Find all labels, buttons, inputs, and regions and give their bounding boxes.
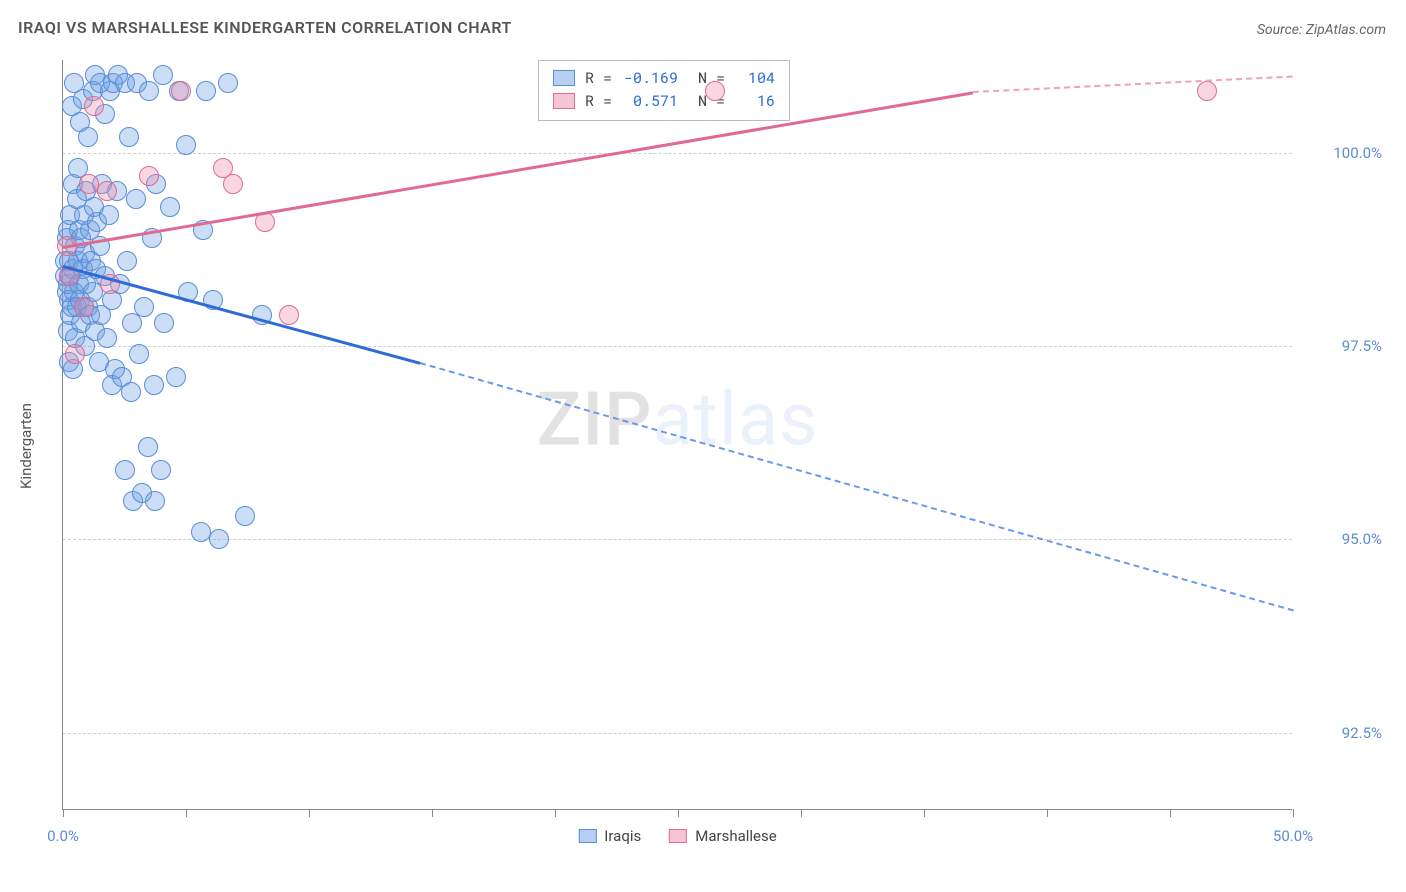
scatter-point-iraqis [138,437,158,457]
chart-container: IRAQI VS MARSHALLESE KINDERGARTEN CORREL… [0,0,1406,892]
legend-swatch-pink [553,93,575,109]
scatter-point-iraqis [160,197,180,217]
scatter-point-marshallese [65,344,85,364]
scatter-point-iraqis [166,367,186,387]
gridline-h [63,153,1292,154]
x-tick [801,809,802,817]
x-tick [432,809,433,817]
x-tick [1293,809,1294,817]
scatter-point-iraqis [196,81,216,101]
trend-line [63,265,420,365]
correlation-legend: R =-0.169N =104R =0.571N =16 [538,60,790,121]
gridline-h [63,346,1292,347]
legend-r-value: -0.169 [622,67,678,90]
scatter-point-iraqis [151,460,171,480]
legend-n-value: 104 [735,67,775,90]
scatter-point-marshallese [74,297,94,317]
x-tick-label: 0.0% [47,827,79,845]
scatter-point-marshallese [97,181,117,201]
x-tick [63,809,64,817]
legend-r-label: R = [585,90,612,113]
scatter-point-marshallese [171,81,191,101]
watermark-part2: atlas [652,376,818,463]
scatter-point-iraqis [144,375,164,395]
x-tick [924,809,925,817]
x-tick [186,809,187,817]
legend-swatch-blue [578,829,596,843]
legend-stat-row: R =-0.169N =104 [553,67,775,90]
scatter-point-iraqis [218,73,238,93]
series-legend-item: Marshallese [669,827,776,845]
scatter-point-marshallese [705,81,725,101]
source-attribution: Source: ZipAtlas.com [1257,22,1386,38]
scatter-point-marshallese [139,166,159,186]
legend-swatch-blue [553,70,575,86]
y-tick-label: 92.5% [1302,724,1382,742]
x-tick-label: 50.0% [1273,827,1313,845]
y-axis-label: Kindergarten [17,403,35,489]
scatter-point-iraqis [126,189,146,209]
scatter-point-marshallese [223,174,243,194]
scatter-point-iraqis [115,460,135,480]
legend-r-value: 0.571 [622,90,678,113]
scatter-point-iraqis [139,81,159,101]
watermark: ZIPatlas [537,376,819,463]
legend-swatch-pink [669,829,687,843]
x-tick [1047,809,1048,817]
legend-stat-row: R =0.571N =16 [553,90,775,113]
legend-r-label: R = [585,67,612,90]
series-legend-item: Iraqis [578,827,641,845]
trend-line [63,91,974,249]
scatter-point-iraqis [134,297,154,317]
trend-line [973,75,1293,92]
scatter-point-iraqis [153,65,173,85]
plot-area: ZIPatlas R =-0.169N =104R =0.571N =16 Ir… [62,60,1292,810]
gridline-h [63,733,1292,734]
x-tick [555,809,556,817]
legend-n-value: 16 [735,90,775,113]
series-legend: Iraqis Marshallese [578,827,776,845]
y-tick-label: 95.0% [1302,530,1382,548]
scatter-point-iraqis [209,529,229,549]
scatter-point-iraqis [191,522,211,542]
scatter-point-iraqis [176,135,196,155]
scatter-point-marshallese [1197,81,1217,101]
gridline-h [63,539,1292,540]
scatter-point-iraqis [121,382,141,402]
x-tick [678,809,679,817]
chart-title: IRAQI VS MARSHALLESE KINDERGARTEN CORREL… [18,18,512,37]
scatter-point-iraqis [78,127,98,147]
series-legend-label: Marshallese [695,827,776,845]
x-tick [309,809,310,817]
scatter-point-marshallese [84,96,104,116]
scatter-point-iraqis [99,205,119,225]
scatter-point-iraqis [145,491,165,511]
scatter-point-iraqis [235,506,255,526]
scatter-point-marshallese [279,305,299,325]
series-legend-label: Iraqis [604,827,641,845]
y-tick-label: 97.5% [1302,337,1382,355]
y-tick-label: 100.0% [1302,144,1382,162]
trend-line [419,362,1293,611]
scatter-point-iraqis [97,328,117,348]
scatter-point-iraqis [154,313,174,333]
x-tick [1170,809,1171,817]
scatter-point-iraqis [129,344,149,364]
scatter-point-iraqis [119,127,139,147]
watermark-part1: ZIP [537,376,653,463]
scatter-point-marshallese [79,174,99,194]
scatter-point-iraqis [117,251,137,271]
